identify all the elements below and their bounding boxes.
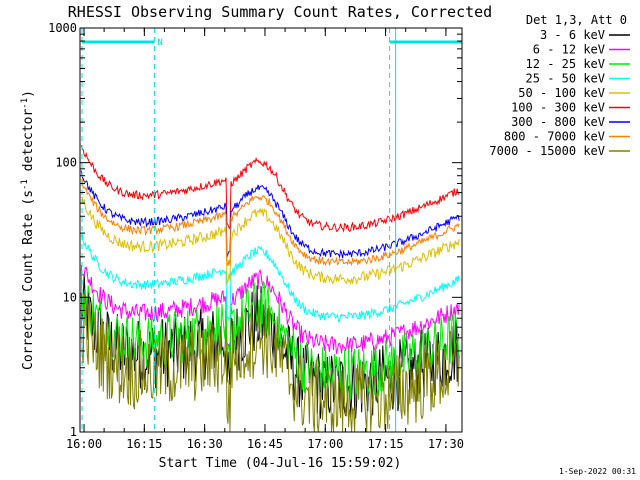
series-line bbox=[80, 232, 460, 323]
legend-title: Det 1,3, Att 0 bbox=[526, 13, 627, 27]
legend-entry-label: 300 - 800 keV bbox=[511, 115, 605, 129]
y-tick-label: 10 bbox=[63, 290, 77, 304]
series-line bbox=[80, 145, 460, 233]
y-axis-label-end: ) bbox=[21, 90, 36, 98]
legend-entry-label: 6 - 12 keV bbox=[533, 43, 605, 57]
y-tick-label: 1000 bbox=[48, 21, 77, 35]
plot-frame bbox=[79, 27, 463, 433]
y-axis-label-sup1: -1 bbox=[20, 179, 30, 190]
series-line bbox=[80, 293, 460, 433]
legend-entry-label: 7000 - 15000 keV bbox=[489, 144, 605, 158]
y-axis-label: Corrected Count Rate (s-1 detector-1) bbox=[20, 90, 36, 370]
x-tick-label: 17:15 bbox=[368, 437, 404, 451]
night-marker-label: N bbox=[157, 38, 162, 48]
legend-entry-label: 25 - 50 keV bbox=[526, 72, 605, 86]
legend-entry-label: 12 - 25 keV bbox=[526, 57, 605, 71]
chart-title: RHESSI Observing Summary Count Rates, Co… bbox=[68, 3, 492, 21]
legend-entry-label: 50 - 100 keV bbox=[518, 86, 605, 100]
y-tick-label: 100 bbox=[55, 156, 77, 170]
x-tick-label: 16:15 bbox=[126, 437, 162, 451]
axes: 16:00 16:15 16:30 16:45 17:00 17:15 17:30 1 10 10… bbox=[48, 21, 464, 451]
y-axis-label-mid: detector bbox=[21, 109, 36, 180]
y-axis-label-main: Corrected Count Rate (s bbox=[21, 190, 36, 370]
timestamp: 1-Sep-2022 00:31 bbox=[559, 467, 636, 476]
legend-entry-label: 800 - 7000 keV bbox=[504, 130, 605, 144]
legend-entry-label: 3 - 6 keV bbox=[540, 28, 605, 42]
series-line bbox=[80, 170, 460, 259]
series-curves bbox=[80, 145, 460, 433]
series-line bbox=[80, 195, 460, 286]
x-tick-label: 17:30 bbox=[428, 437, 464, 451]
x-tick-label: 16:00 bbox=[66, 437, 102, 451]
y-tick-label: 1 bbox=[70, 425, 77, 439]
x-tick-label: 16:30 bbox=[187, 437, 223, 451]
x-tick-label: 17:00 bbox=[307, 437, 343, 451]
series-line bbox=[80, 264, 460, 355]
x-axis-label: Start Time (04-Jul-16 15:59:02) bbox=[159, 456, 402, 471]
series-line bbox=[80, 177, 460, 267]
y-axis-label-sup2: -1 bbox=[20, 98, 30, 109]
legend-entry-label: 100 - 300 keV bbox=[511, 101, 605, 115]
x-tick-label: 16:45 bbox=[247, 437, 283, 451]
